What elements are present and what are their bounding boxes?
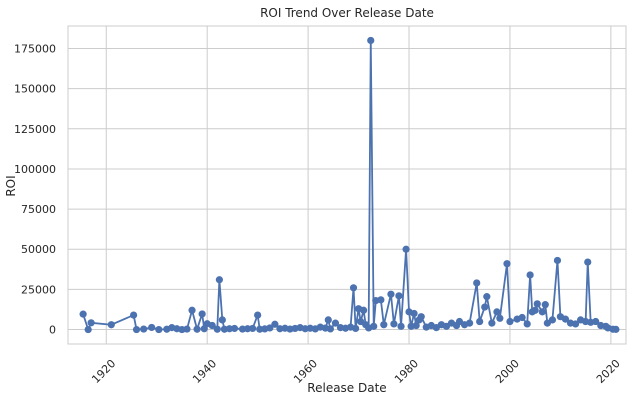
data-point bbox=[352, 324, 360, 333]
data-point bbox=[254, 311, 262, 319]
data-point bbox=[370, 322, 378, 330]
data-point bbox=[84, 325, 92, 334]
series-layer bbox=[79, 36, 620, 334]
data-point bbox=[531, 306, 539, 314]
y-tick-label: 25000 bbox=[21, 283, 56, 296]
y-tick-label: 125000 bbox=[14, 123, 56, 136]
data-point bbox=[107, 321, 115, 329]
data-point bbox=[548, 316, 557, 324]
data-point bbox=[140, 325, 148, 333]
data-point bbox=[349, 284, 358, 292]
data-point bbox=[506, 317, 514, 326]
data-point bbox=[584, 258, 592, 266]
data-point bbox=[188, 306, 196, 314]
data-point bbox=[213, 325, 221, 333]
chart-title: ROI Trend Over Release Date bbox=[260, 6, 434, 20]
y-tick-labels: 0 25000 50000 75000 100000 125000 150000 175000 bbox=[14, 42, 56, 336]
data-point bbox=[218, 316, 226, 324]
y-tick-label: 75000 bbox=[21, 203, 56, 216]
data-point bbox=[331, 319, 340, 327]
y-tick-label: 50000 bbox=[21, 243, 56, 256]
data-point bbox=[473, 279, 481, 287]
data-point bbox=[230, 324, 239, 333]
data-point bbox=[377, 296, 385, 304]
y-tick-label: 175000 bbox=[14, 42, 56, 55]
data-point bbox=[367, 36, 375, 45]
data-point bbox=[483, 293, 491, 301]
data-point bbox=[148, 323, 156, 332]
data-point bbox=[130, 311, 138, 319]
data-point bbox=[395, 292, 403, 300]
data-point bbox=[271, 320, 279, 328]
data-point bbox=[541, 301, 549, 309]
data-point bbox=[208, 321, 216, 330]
data-point bbox=[518, 313, 526, 322]
data-point bbox=[360, 306, 368, 314]
data-point bbox=[417, 313, 425, 321]
data-point bbox=[193, 325, 201, 333]
data-point bbox=[155, 325, 163, 334]
x-axis-label: Release Date bbox=[307, 381, 386, 395]
data-point bbox=[387, 290, 395, 298]
data-point bbox=[380, 321, 388, 329]
data-point bbox=[503, 260, 511, 268]
grid-layer bbox=[68, 26, 626, 344]
data-point bbox=[592, 317, 600, 326]
data-point bbox=[266, 324, 274, 332]
data-point bbox=[533, 300, 541, 308]
data-point bbox=[132, 325, 141, 334]
data-point bbox=[612, 325, 620, 333]
data-point bbox=[412, 321, 420, 330]
y-axis-label: ROI bbox=[4, 175, 18, 196]
data-point bbox=[488, 319, 496, 327]
data-point bbox=[326, 325, 334, 333]
data-point bbox=[465, 319, 474, 327]
data-point bbox=[553, 256, 562, 265]
y-tick-label: 0 bbox=[49, 324, 56, 337]
y-tick-label: 100000 bbox=[14, 163, 56, 176]
data-point bbox=[402, 245, 410, 253]
data-point bbox=[79, 310, 87, 318]
data-point bbox=[493, 308, 501, 316]
data-point bbox=[87, 319, 95, 327]
data-point bbox=[481, 303, 489, 311]
data-point bbox=[476, 317, 484, 326]
data-point bbox=[496, 314, 504, 322]
data-point bbox=[538, 308, 546, 316]
data-point bbox=[390, 320, 398, 328]
data-point bbox=[183, 325, 191, 333]
data-point bbox=[397, 322, 405, 330]
data-point bbox=[198, 310, 206, 318]
data-point bbox=[249, 324, 257, 333]
data-point bbox=[526, 271, 534, 279]
data-point bbox=[324, 316, 332, 324]
plot-frame bbox=[67, 25, 627, 345]
data-point bbox=[215, 276, 223, 284]
data-point bbox=[561, 315, 570, 323]
y-tick-label: 150000 bbox=[14, 83, 56, 96]
data-point bbox=[571, 320, 580, 328]
data-point bbox=[523, 320, 531, 328]
data-point bbox=[410, 309, 418, 318]
